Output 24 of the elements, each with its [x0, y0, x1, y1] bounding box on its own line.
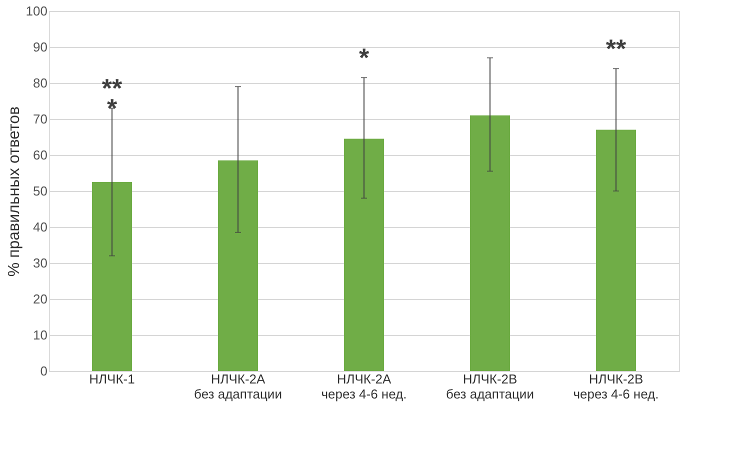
bar: [218, 160, 258, 371]
y-tick-label: 20: [33, 292, 48, 306]
y-tick-label: 0: [40, 364, 48, 378]
x-tick-label: НЛЧК-2В через 4-6 нед.: [573, 372, 659, 402]
x-tick-label: НЛЧК-2А через 4-6 нед.: [321, 372, 407, 402]
bar: [92, 182, 132, 371]
x-tick-label: НЛЧК-1: [89, 372, 135, 386]
y-tick-label: 30: [33, 256, 48, 270]
y-tick-label: 70: [33, 112, 48, 126]
x-tick-label: НЛЧК-2А без адаптации: [194, 372, 282, 402]
bar: [596, 130, 636, 371]
y-tick-label: 60: [33, 148, 48, 162]
annotation: *: [358, 42, 370, 73]
y-tick-label: 80: [33, 76, 48, 90]
y-tick-label: 50: [33, 184, 48, 198]
bar: [344, 138, 384, 371]
y-tick-label: 40: [33, 220, 48, 234]
bar: [470, 115, 510, 371]
y-tick-label: 100: [26, 4, 48, 18]
y-tick-label: 90: [33, 40, 48, 54]
y-tick-label: 10: [33, 328, 48, 342]
x-tick-label: НЛЧК-2В без адаптации: [446, 372, 534, 402]
annotation: **: [606, 34, 627, 64]
y-axis-title: % правильных ответов: [6, 106, 23, 277]
